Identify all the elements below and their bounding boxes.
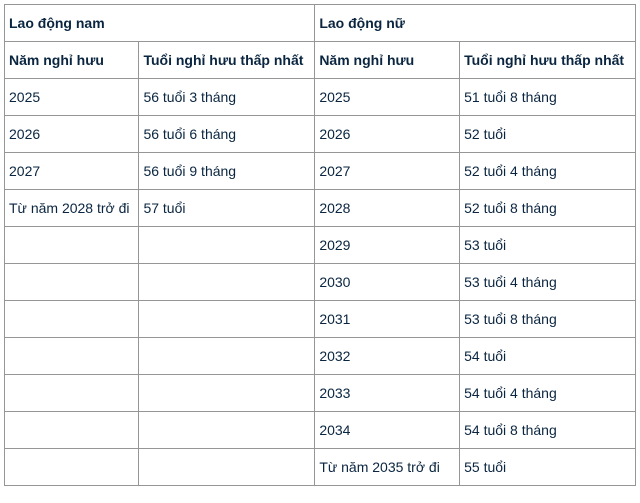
table-cell: 52 tuổi <box>460 116 636 153</box>
table-row: 203153 tuổi 8 tháng <box>5 301 636 338</box>
table-row: Từ năm 2035 trở đi55 tuổi <box>5 449 636 486</box>
table-cell: 2033 <box>315 375 460 412</box>
retirement-age-table: Lao động nam Lao động nữ Năm nghỉ hưu Tu… <box>4 4 636 486</box>
table-row: 203053 tuổi 4 tháng <box>5 264 636 301</box>
table-cell: 56 tuổi 3 tháng <box>139 79 315 116</box>
group-header-female: Lao động nữ <box>315 5 636 42</box>
table-cell: 2027 <box>315 153 460 190</box>
table-cell: 2027 <box>5 153 139 190</box>
table-cell: 52 tuổi 4 tháng <box>460 153 636 190</box>
table-cell: 2034 <box>315 412 460 449</box>
table-cell: Từ năm 2035 trở đi <box>315 449 460 486</box>
table-cell: 2025 <box>315 79 460 116</box>
table-cell: 2032 <box>315 338 460 375</box>
column-header-row: Năm nghỉ hưu Tuổi nghỉ hưu thấp nhất Năm… <box>5 42 636 79</box>
table-cell: 54 tuổi 8 tháng <box>460 412 636 449</box>
table-row: 202756 tuổi 9 tháng202752 tuổi 4 tháng <box>5 153 636 190</box>
table-cell: 54 tuổi 4 tháng <box>460 375 636 412</box>
table-cell <box>139 301 315 338</box>
table-cell: 56 tuổi 9 tháng <box>139 153 315 190</box>
table-cell <box>139 375 315 412</box>
table-cell <box>139 227 315 264</box>
table-cell: 2031 <box>315 301 460 338</box>
table-cell <box>139 412 315 449</box>
table-row: 202656 tuổi 6 tháng202652 tuổi <box>5 116 636 153</box>
group-header-row: Lao động nam Lao động nữ <box>5 5 636 42</box>
table-cell: 54 tuổi <box>460 338 636 375</box>
table-cell: 55 tuổi <box>460 449 636 486</box>
table-cell <box>5 264 139 301</box>
col-header: Năm nghỉ hưu <box>315 42 460 79</box>
table-cell: 56 tuổi 6 tháng <box>139 116 315 153</box>
table-cell: 52 tuổi 8 tháng <box>460 190 636 227</box>
table-cell: 53 tuổi <box>460 227 636 264</box>
table-cell <box>5 338 139 375</box>
table-cell: 2026 <box>5 116 139 153</box>
table-cell: 51 tuổi 8 tháng <box>460 79 636 116</box>
table-cell <box>5 449 139 486</box>
table-cell <box>139 338 315 375</box>
table-cell: 2030 <box>315 264 460 301</box>
table-row: 203454 tuổi 8 tháng <box>5 412 636 449</box>
table-cell: 2025 <box>5 79 139 116</box>
table-row: 203254 tuổi <box>5 338 636 375</box>
table-cell: 57 tuổi <box>139 190 315 227</box>
table-row: 202556 tuổi 3 tháng202551 tuổi 8 tháng <box>5 79 636 116</box>
col-header: Tuổi nghỉ hưu thấp nhất <box>139 42 315 79</box>
table-cell: Từ năm 2028 trở đi <box>5 190 139 227</box>
table-row: 202953 tuổi <box>5 227 636 264</box>
table-row: 203354 tuổi 4 tháng <box>5 375 636 412</box>
col-header: Năm nghỉ hưu <box>5 42 139 79</box>
table-cell <box>139 449 315 486</box>
table-cell <box>5 301 139 338</box>
table-cell: 2029 <box>315 227 460 264</box>
col-header: Tuổi nghỉ hưu thấp nhất <box>460 42 636 79</box>
table-cell <box>5 375 139 412</box>
group-header-male: Lao động nam <box>5 5 315 42</box>
table-cell <box>5 412 139 449</box>
table-cell: 2028 <box>315 190 460 227</box>
table-cell <box>139 264 315 301</box>
table-body: Lao động nam Lao động nữ Năm nghỉ hưu Tu… <box>5 5 636 486</box>
table-cell: 2026 <box>315 116 460 153</box>
table-cell: 53 tuổi 8 tháng <box>460 301 636 338</box>
table-cell <box>5 227 139 264</box>
table-cell: 53 tuổi 4 tháng <box>460 264 636 301</box>
table-row: Từ năm 2028 trở đi57 tuổi202852 tuổi 8 t… <box>5 190 636 227</box>
